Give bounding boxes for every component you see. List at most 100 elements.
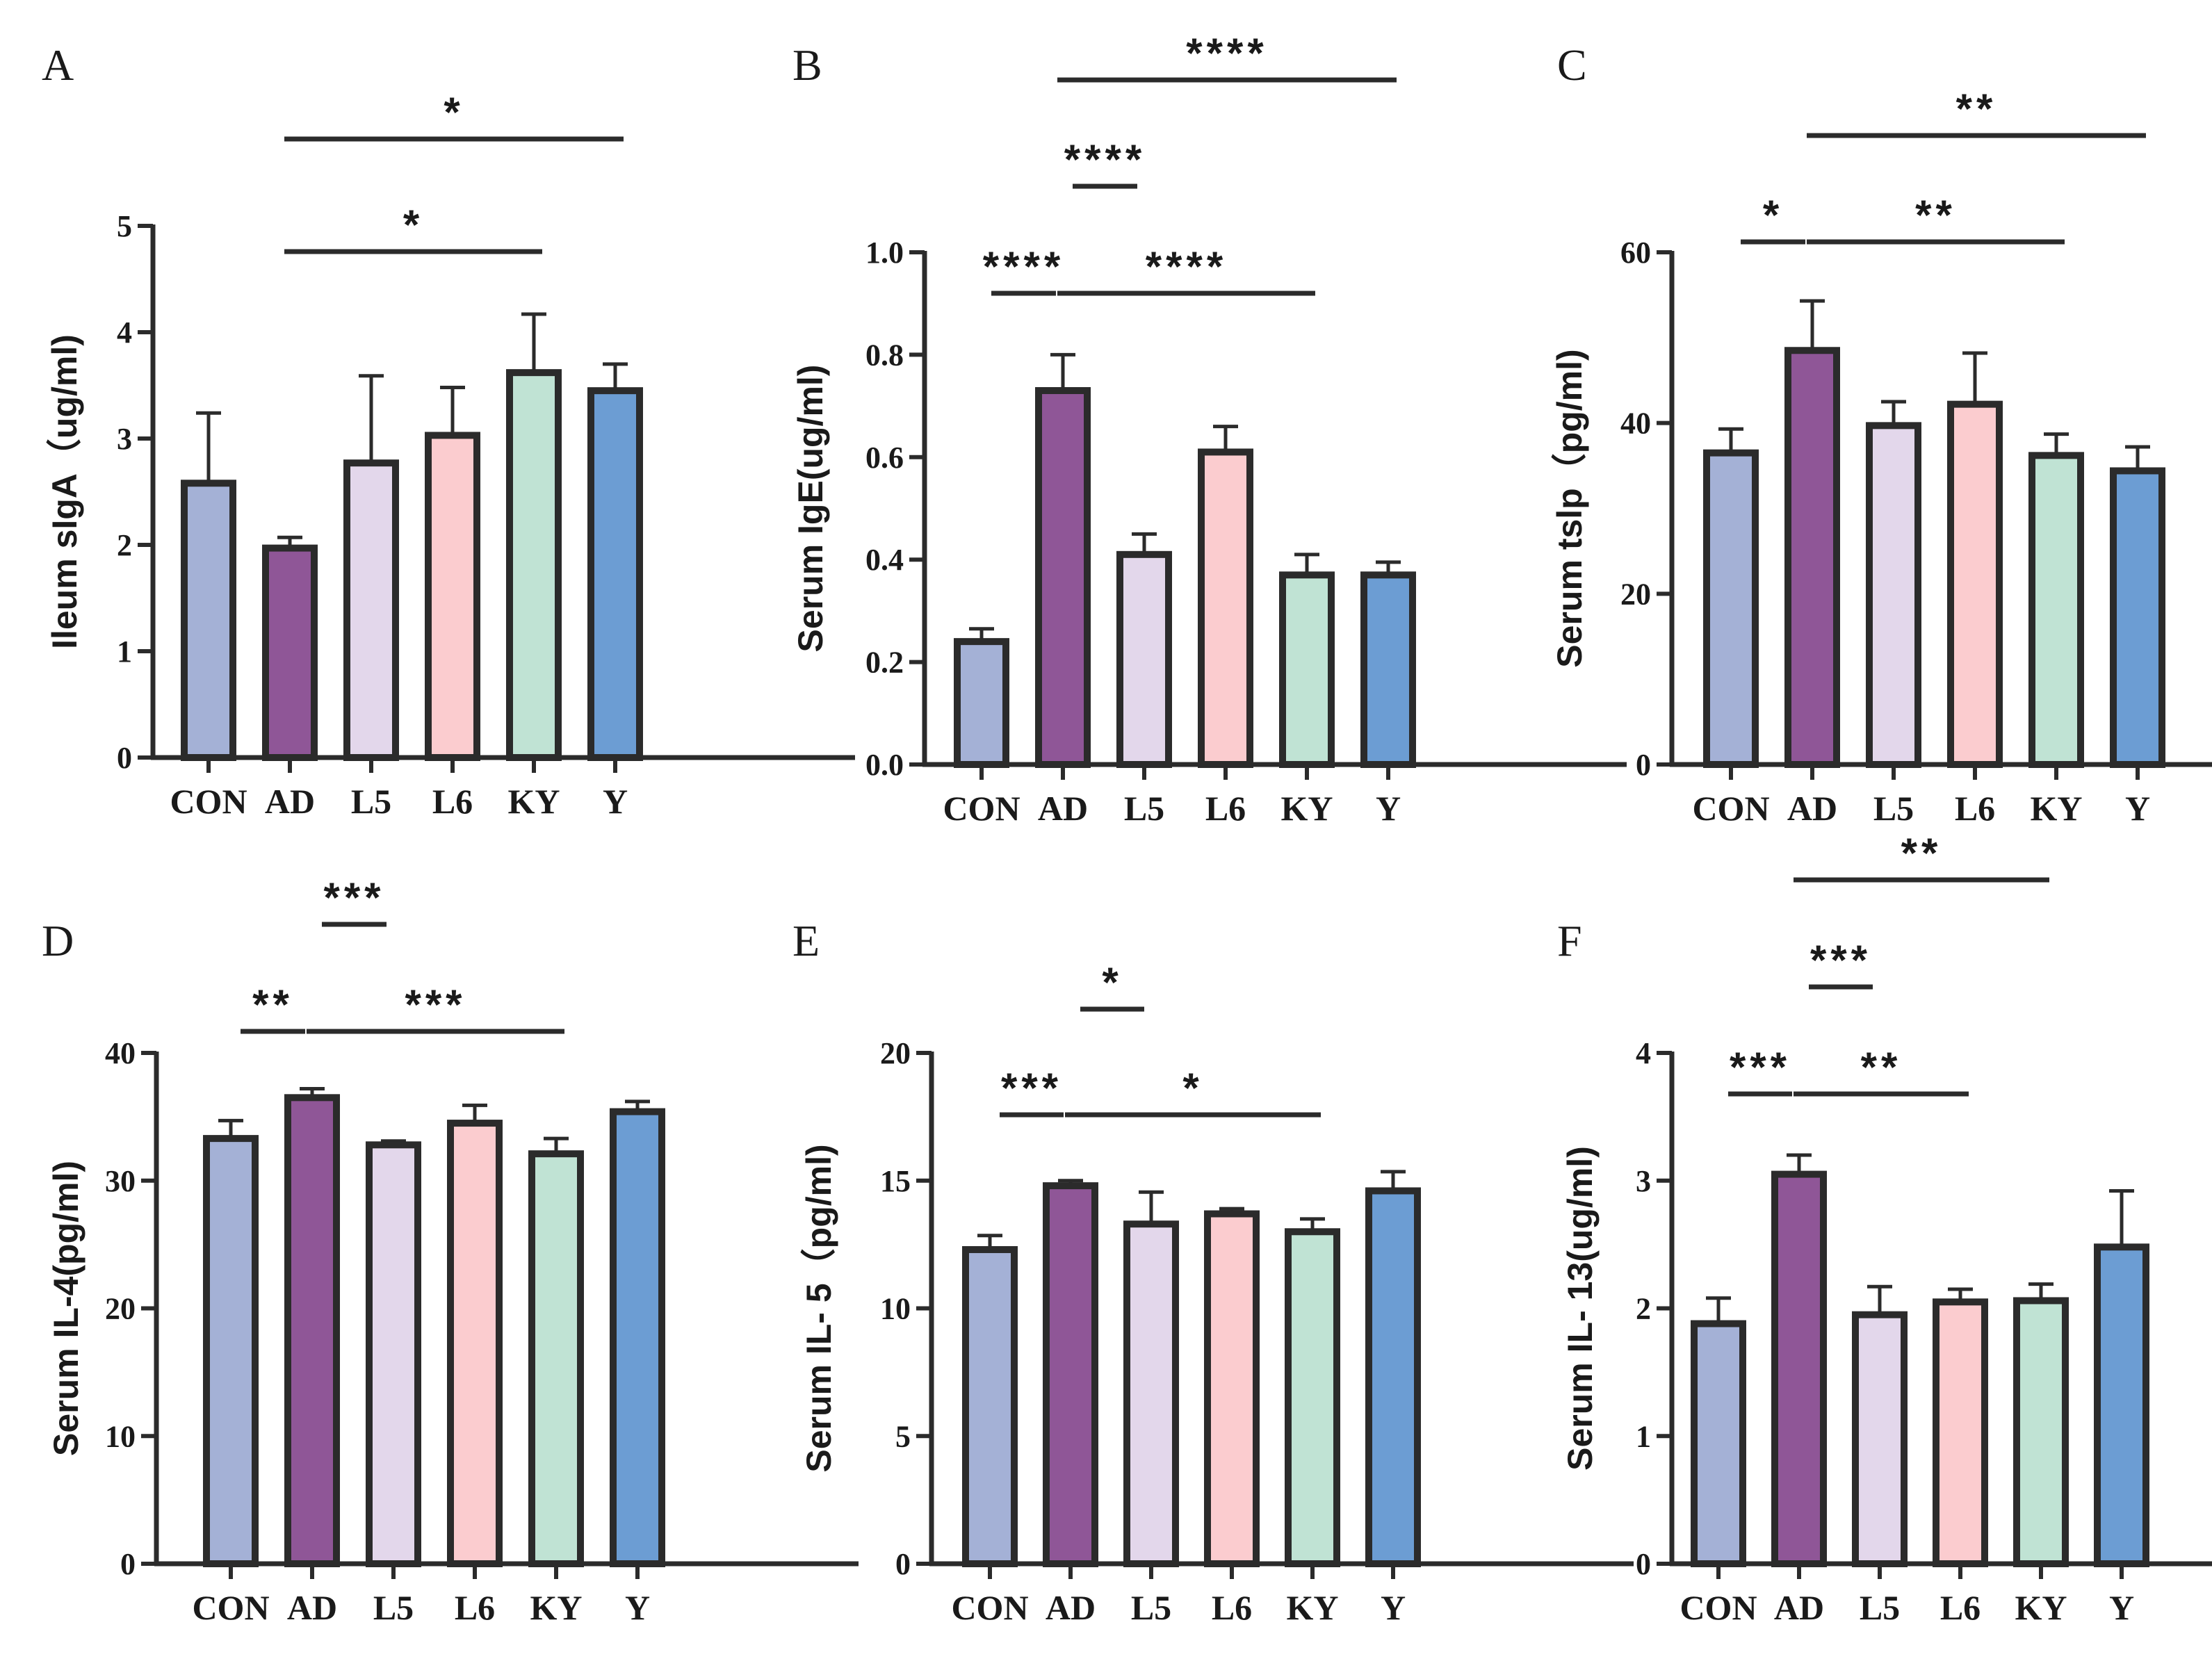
y-tick-label: 0 — [117, 741, 132, 775]
bar-l5 — [1852, 1311, 1908, 1567]
bar-ad — [262, 544, 318, 762]
x-tick-label: Y — [625, 1588, 650, 1627]
y-tick-label: 40 — [105, 1036, 136, 1070]
x-tick-label: L6 — [455, 1588, 495, 1627]
y-tick-label: 0.0 — [865, 748, 904, 782]
x-tick-label: L5 — [1873, 789, 1914, 828]
y-tick-label: 10 — [880, 1292, 911, 1326]
x-tick-label: L6 — [432, 782, 473, 821]
y-tick-label: 5 — [117, 209, 132, 243]
bar-y — [610, 1108, 665, 1567]
significance-label: ** — [1861, 1044, 1902, 1090]
x-tick-label: CON — [1680, 1588, 1757, 1627]
bar-ad — [1043, 1182, 1098, 1567]
significance-label: *** — [1730, 1044, 1791, 1090]
panel-e: E Serum IL- 5（pg/ml) 0 5 10 15 20 CON AD L5 L6 KY Y *… — [792, 916, 1634, 1627]
bar-l6 — [1933, 1298, 1988, 1567]
panel-letter: B — [792, 40, 822, 90]
significance-label: *** — [323, 874, 384, 921]
y-tick-label: 20 — [105, 1292, 136, 1326]
bar-l5 — [366, 1141, 421, 1568]
y-tick-label: 20 — [1620, 577, 1651, 611]
y-tick-label: 1 — [1636, 1419, 1651, 1453]
x-tick-label: L5 — [1860, 1588, 1900, 1627]
panel-letter: D — [42, 916, 74, 965]
y-tick-label: 0 — [1636, 1547, 1651, 1581]
bar-y — [2094, 1243, 2149, 1568]
x-tick-label: CON — [943, 789, 1020, 828]
x-tick-label: CON — [192, 1588, 269, 1627]
panel-letter: C — [1557, 40, 1587, 90]
bar-y — [1365, 1187, 1421, 1567]
x-tick-label: KY — [2015, 1588, 2067, 1627]
bar-con — [962, 1245, 1018, 1567]
y-tick-label: 0.4 — [865, 543, 904, 577]
x-tick-label: AD — [287, 1588, 337, 1627]
panel-letter: A — [42, 40, 74, 90]
bar-l6 — [447, 1120, 503, 1567]
x-tick-label: L5 — [1131, 1588, 1171, 1627]
significance-label: ** — [1901, 830, 1942, 876]
x-tick-label: L5 — [373, 1588, 414, 1627]
x-tick-label: KY — [508, 782, 560, 821]
significance-label: **** — [1186, 30, 1267, 76]
y-tick-label: 15 — [880, 1164, 911, 1198]
significance-label: ** — [252, 981, 293, 1028]
x-tick-label: AD — [265, 782, 315, 821]
bar-l6 — [1947, 400, 2003, 768]
x-tick-label: KY — [2031, 789, 2083, 828]
y-axis-label: Serum IL-4(pg/ml) — [47, 1161, 86, 1456]
significance-label: ** — [1956, 85, 1997, 132]
bar-l5 — [343, 459, 399, 761]
y-tick-label: 30 — [105, 1164, 136, 1198]
y-tick-label: 1.0 — [865, 236, 904, 270]
y-tick-label: 3 — [117, 422, 132, 456]
bar-ky — [1285, 1228, 1340, 1567]
bar-y — [2110, 467, 2165, 768]
y-tick-label: 3 — [1636, 1164, 1651, 1198]
x-tick-label: Y — [1376, 789, 1401, 828]
x-tick-label: Y — [603, 782, 628, 821]
significance-label: * — [1763, 192, 1783, 238]
bar-ad — [1784, 347, 1840, 768]
bar-l5 — [1123, 1220, 1179, 1567]
y-tick-label: 1 — [117, 635, 132, 669]
bar-ky — [2013, 1297, 2069, 1567]
x-tick-label: AD — [1046, 1588, 1096, 1627]
x-tick-label: L5 — [351, 782, 391, 821]
y-tick-label: 4 — [1636, 1036, 1651, 1070]
bar-con — [954, 638, 1009, 768]
bar-ky — [2028, 452, 2084, 768]
significance-label: *** — [405, 981, 466, 1028]
significance-label: * — [403, 202, 423, 248]
significance-label: ** — [1915, 192, 1956, 238]
x-tick-label: CON — [170, 782, 247, 821]
x-tick-label: Y — [2125, 789, 2150, 828]
y-tick-label: 0 — [895, 1547, 911, 1581]
significance-label: * — [444, 89, 464, 136]
y-tick-label: 10 — [105, 1419, 136, 1453]
y-tick-label: 0 — [1636, 748, 1651, 782]
y-axis-label: Serum IgE(ug/ml) — [791, 365, 830, 653]
bar-ky — [528, 1150, 584, 1567]
bar-ky — [506, 369, 562, 761]
bar-l5 — [1116, 550, 1172, 769]
bar-con — [1703, 449, 1759, 768]
y-axis-label: Serum tslp（pg/ml) — [1550, 349, 1589, 667]
y-tick-label: 20 — [880, 1036, 911, 1070]
x-tick-label: L6 — [1212, 1588, 1252, 1627]
significance-label: * — [1102, 959, 1122, 1006]
significance-label: *** — [1810, 937, 1871, 983]
bar-l5 — [1866, 422, 1921, 769]
y-tick-label: 5 — [895, 1419, 911, 1453]
bar-con — [181, 480, 236, 761]
bar-ad — [1771, 1170, 1827, 1567]
x-tick-label: AD — [1787, 789, 1837, 828]
bar-l6 — [1204, 1210, 1260, 1568]
y-tick-label: 4 — [117, 316, 132, 350]
y-tick-label: 2 — [1636, 1292, 1651, 1326]
significance-label: * — [1182, 1065, 1203, 1111]
significance-label: **** — [1146, 243, 1227, 290]
